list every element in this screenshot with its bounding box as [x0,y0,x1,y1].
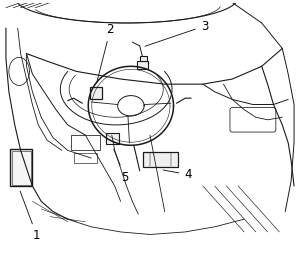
Bar [70,135,100,150]
Bar [143,152,178,167]
Bar [90,87,102,99]
Bar [106,133,119,144]
Text: 1: 1 [20,191,40,242]
Bar [140,56,147,61]
Bar [137,61,148,69]
Bar [12,151,31,185]
Bar [11,149,32,186]
Text: 4: 4 [163,168,192,181]
Text: 5: 5 [114,149,129,184]
Bar [74,153,97,163]
Text: 2: 2 [97,23,114,83]
Text: 3: 3 [145,20,208,46]
